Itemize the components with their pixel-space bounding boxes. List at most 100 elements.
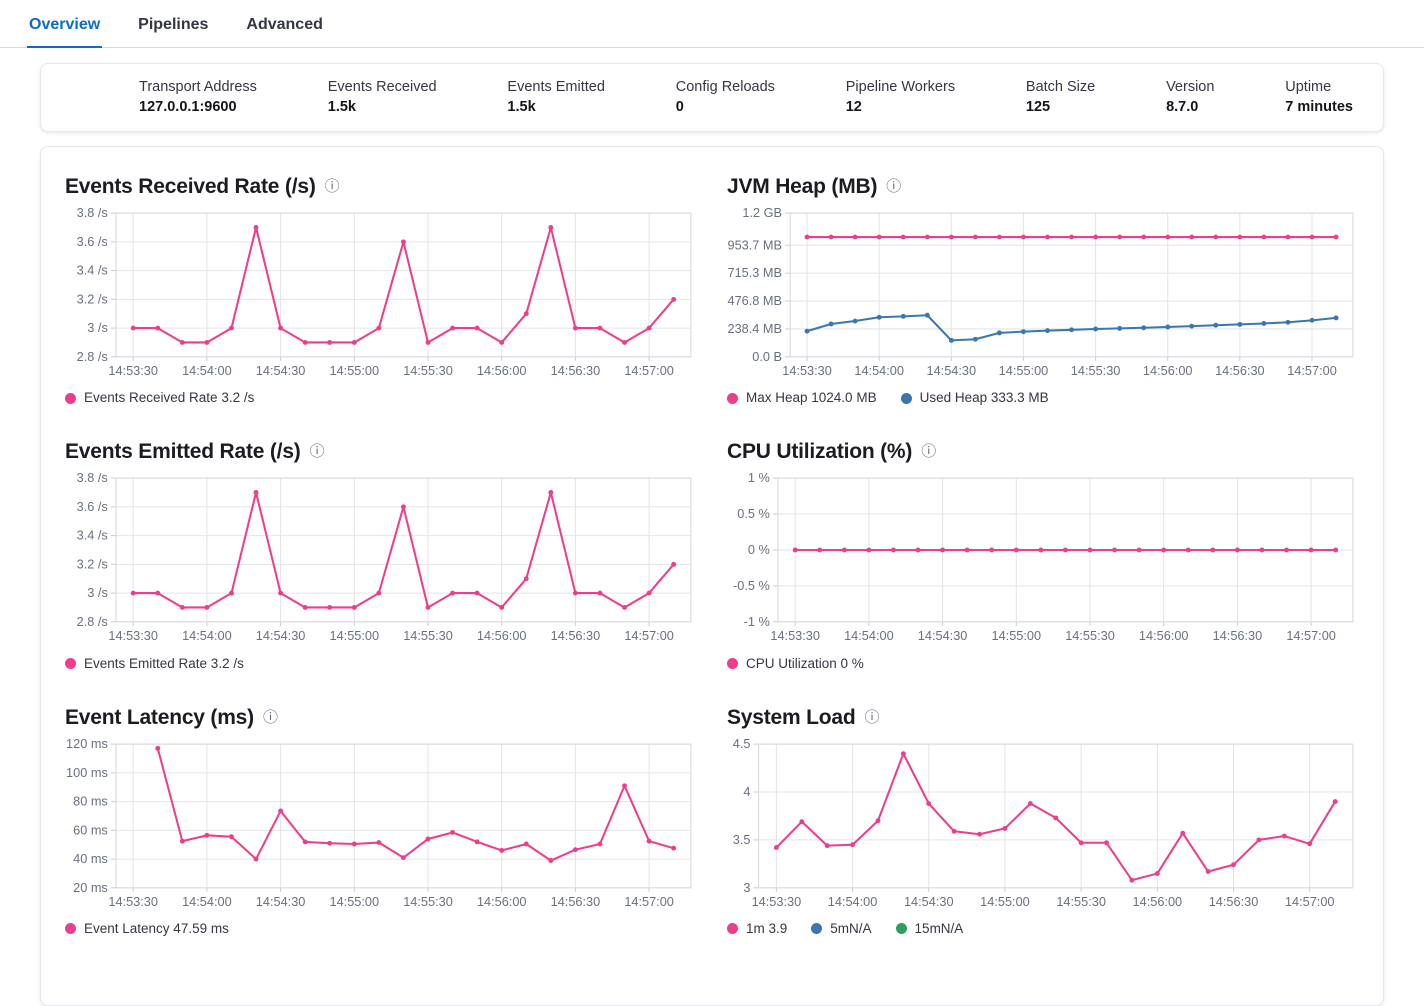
x-axis-tick-label: 14:56:30 [1213,629,1263,644]
legend-item[interactable]: Event Latency 47.59 ms [65,921,229,937]
chart-events-emitted-rate-s: Events Emitted Rate (/s) ⓘ 2.8 /s 3 /s 3.2 /… [65,439,697,671]
y-axis-tick-label: 3.8 /s [77,473,108,485]
chart-event-latency-ms: Event Latency (ms) ⓘ 20 ms 40 ms 60 ms 80 ms 1… [65,705,697,937]
x-axis-tick-label: 14:54:30 [256,629,306,644]
stat-label: Pipeline Workers [845,79,956,95]
stat-label: Uptime [1285,79,1332,95]
y-axis-tick-label: 1 % [748,473,770,485]
line-chart[interactable]: 2.8 /s 3 /s 3.2 /s 3.4 /s 3.6 /s 3.8 /s 14:53:… [65,473,697,648]
x-axis-tick-label: 14:55:30 [1065,629,1115,644]
y-axis-tick-label: 1.2 GB [742,208,782,220]
legend-dot-icon [65,658,76,670]
y-axis-tick-label: 60 ms [73,822,108,837]
legend-item[interactable]: Max Heap 1024.0 MB [727,390,877,406]
y-axis-tick-label: 3 /s [87,320,108,335]
chart-jvm-heap-mb: JVM Heap (MB) ⓘ 0.0 B 238.4 MB 476.8 MB 715.3… [727,174,1359,406]
line-chart[interactable]: 2.8 /s 3 /s 3.2 /s 3.4 /s 3.6 /s 3.8 /s 14:53:… [65,208,697,383]
chart-title-text: JVM Heap (MB) [727,175,878,198]
tab-overview[interactable]: Overview [27,0,103,48]
tab-advanced[interactable]: Advanced [246,16,323,33]
legend-label: Max Heap 1024.0 MB [746,390,877,406]
y-axis-tick-label: -0.5 % [733,578,770,593]
x-axis-tick-label: 14:54:00 [828,894,878,909]
x-axis-tick-label: 14:57:00 [1286,629,1336,644]
stat-events-emitted: Events Emitted 1.5k [507,78,605,117]
legend-item[interactable]: 15mN/A [895,921,963,937]
x-axis-tick-label: 14:55:30 [403,629,453,644]
legend-item[interactable]: Events Received Rate 3.2 /s [65,390,254,406]
info-icon[interactable]: ⓘ [921,443,937,461]
x-axis-tick-label: 14:56:30 [551,363,601,378]
legend-label: 5mN/A [830,920,872,936]
legend-label: Event Latency 47.59 ms [84,920,229,936]
line-chart[interactable]: -1 % -0.5 % 0 % 0.5 % 1 % 14:53:30 14:54:00 14:… [727,473,1359,648]
x-axis-tick-label: 14:55:00 [980,894,1030,909]
legend-label: Events Emitted Rate 3.2 /s [84,655,244,671]
x-axis-tick-label: 14:56:00 [477,894,527,909]
legend-dot-icon [65,392,76,404]
x-axis-tick-label: 14:56:00 [477,363,527,378]
legend-label: Used Heap 333.3 MB [919,390,1049,406]
x-axis-tick-label: 14:56:00 [477,629,527,644]
line-chart[interactable]: 3 3.5 4 4.5 14:53:30 14:54:00 14:54:30 14:55:00… [727,739,1359,914]
y-axis-tick-label: 3.2 /s [77,291,108,306]
series-line-event-latency [156,747,674,862]
stat-value: 7 minutes [1285,99,1353,115]
y-axis-tick-label: -1 % [744,614,770,629]
x-axis-tick-label: 14:54:00 [844,629,894,644]
legend-dot-icon [727,658,738,670]
x-axis-tick-label: 14:54:00 [182,894,232,909]
x-axis-tick-label: 14:55:00 [329,629,379,644]
stat-label: Events Received [327,79,437,95]
charts-grid: Events Received Rate (/s) ⓘ 2.8 /s 3 /s 3.2 … [65,174,1359,937]
x-axis-tick-label: 14:55:30 [403,363,453,378]
stat-label: Batch Size [1025,79,1096,95]
chart-system-load: System Load ⓘ 3 3.5 4 4.5 14:53:30 14:54:00 14:5… [727,705,1359,937]
line-chart[interactable]: 0.0 B 238.4 MB 476.8 MB 715.3 MB 953.7 MB 1.2… [727,208,1359,383]
info-icon[interactable]: ⓘ [864,708,880,726]
y-axis-tick-label: 120 ms [66,739,108,751]
legend-item[interactable]: 1m 3.9 [727,921,787,937]
stat-value: 127.0.0.1:9600 [139,99,237,115]
x-axis-tick-label: 14:56:30 [1209,894,1259,909]
legend-item[interactable]: CPU Utilization 0 % [727,656,864,672]
stat-pipeline-workers: Pipeline Workers 12 [846,78,955,117]
x-axis-tick-label: 14:55:30 [1071,363,1121,378]
chart-title-text: CPU Utilization (%) [727,440,913,464]
chart-title-text: System Load [727,705,856,729]
chart-title: Events Received Rate (/s) ⓘ [65,174,697,199]
y-axis-tick-label: 3 /s [87,585,108,600]
chart-title-text: Events Emitted Rate (/s) [65,440,301,464]
x-axis-tick-label: 14:54:00 [182,363,232,378]
chart-legend: Events Emitted Rate 3.2 /s [65,656,697,672]
chart-legend: Max Heap 1024.0 MB Used Heap 333.3 MB [727,390,1359,406]
stat-value: 125 [1025,99,1051,115]
x-axis-tick-label: 14:55:00 [329,894,379,909]
y-axis-tick-label: 715.3 MB [728,265,783,280]
tab-pipelines[interactable]: Pipelines [138,16,209,33]
y-axis-tick-label: 3.6 /s [77,499,108,514]
line-chart[interactable]: 20 ms 40 ms 60 ms 80 ms 100 ms 120 ms 14:53:30… [65,739,697,914]
info-icon[interactable]: ⓘ [262,708,278,726]
stat-label: Version [1166,79,1215,95]
stat-uptime: Uptime 7 minutes [1285,78,1353,117]
info-icon[interactable]: ⓘ [324,178,340,195]
x-axis-tick-label: 14:57:00 [624,363,674,378]
x-axis-tick-label: 14:57:00 [1285,894,1335,909]
info-icon[interactable]: ⓘ [309,443,325,461]
stat-label: Transport Address [139,79,257,95]
x-axis-tick-label: 14:54:00 [182,629,232,644]
x-axis-tick-label: 14:57:00 [624,629,674,644]
series-line-events-received-rate [133,226,675,344]
legend-item[interactable]: Used Heap 333.3 MB [900,390,1049,406]
legend-item[interactable]: Events Emitted Rate 3.2 /s [65,656,244,672]
y-axis-tick-label: 2.8 /s [77,614,108,629]
info-icon[interactable]: ⓘ [886,178,902,195]
x-axis-tick-label: 14:55:30 [403,894,453,909]
stat-value: 8.7.0 [1166,99,1199,115]
chart-legend: 1m 3.9 5mN/A 15mN/A [727,921,1359,937]
y-axis-tick-label: 4.5 [733,739,751,751]
series-line-events-emitted-rate [133,491,675,609]
legend-item[interactable]: 5mN/A [811,920,872,937]
chart-title-text: Event Latency (ms) [65,705,254,729]
